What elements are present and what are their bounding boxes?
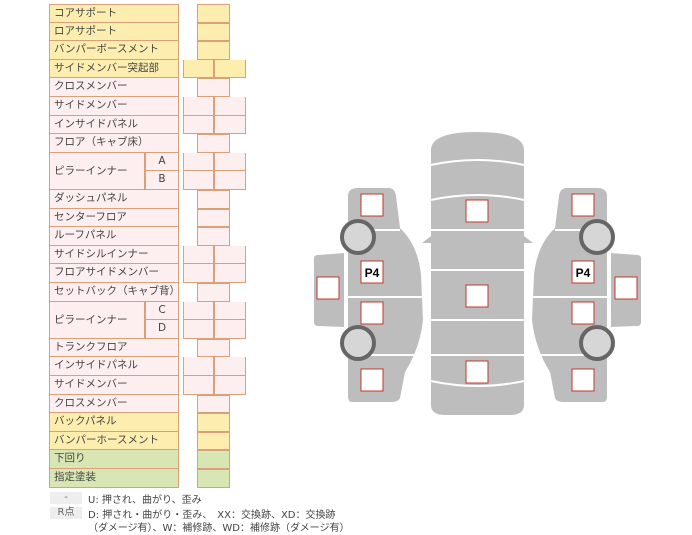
row-label: トランクフロア (49, 338, 179, 358)
row-sublabel: B (145, 171, 179, 190)
check-cell[interactable] (197, 41, 230, 60)
damage-marker-box[interactable] (360, 260, 384, 284)
wheel-icon (579, 325, 615, 361)
legend-text-1: U: 押され、曲がり、歪み (88, 495, 202, 506)
check-cell[interactable] (183, 264, 214, 283)
row-label: セットバック（キャブ背） (49, 283, 180, 302)
check-cell[interactable] (183, 357, 214, 376)
damage-marker-box[interactable] (360, 301, 384, 325)
damage-marker-box[interactable] (316, 276, 340, 300)
check-cell[interactable] (214, 115, 246, 135)
wheel-icon (340, 325, 376, 361)
legend-key-dash: - (50, 492, 82, 504)
check-cell[interactable] (197, 22, 230, 42)
check-cell[interactable] (197, 227, 230, 246)
row-label: ピラーインナー (49, 301, 145, 339)
check-cell[interactable] (214, 97, 246, 116)
check-cell[interactable] (214, 376, 246, 395)
row-label: サイドメンバー突起部 (49, 59, 179, 79)
row-label: クロスメンバー (49, 394, 179, 414)
check-cell[interactable] (214, 320, 246, 339)
check-cell[interactable] (183, 171, 214, 190)
row-label: 指定塗装 (49, 469, 179, 488)
check-cell[interactable] (197, 78, 230, 97)
damage-marker-box[interactable] (360, 193, 384, 217)
row-label: サイドシルインナー (49, 245, 179, 265)
car-top-view (422, 132, 533, 415)
check-cell[interactable] (214, 59, 246, 79)
row-label: バックパネル (49, 413, 179, 432)
check-cell[interactable] (183, 376, 214, 395)
damage-marker-box[interactable] (571, 368, 595, 392)
right-p4-marker: P4 (576, 266, 591, 280)
row-label: インサイドパネル (49, 115, 179, 135)
row-label: インサイドパネル (49, 357, 179, 376)
check-cell[interactable] (197, 4, 230, 23)
row-label: ピラーインナー (49, 152, 145, 190)
row-label: バンパーボースメント (49, 41, 179, 60)
check-cell[interactable] (214, 171, 246, 190)
row-label: ルーフパネル (49, 227, 179, 246)
row-label: フロアサイドメンバー (49, 264, 179, 283)
damage-marker-box[interactable] (465, 199, 489, 223)
row-sublabel: C (145, 301, 179, 321)
check-cell[interactable] (183, 152, 214, 172)
check-cell[interactable] (214, 301, 246, 321)
damage-marker-box[interactable] (465, 284, 489, 308)
legend-text-3: （ダメージ有）、W：補修跡、WD：補修跡（ダメージ有） (88, 523, 350, 534)
check-cell[interactable] (183, 97, 214, 116)
check-cell[interactable] (214, 152, 246, 172)
check-cell[interactable] (183, 115, 214, 135)
damage-marker-box[interactable] (465, 360, 489, 384)
wheels (340, 219, 615, 361)
check-cell[interactable] (183, 301, 214, 321)
check-cell[interactable] (214, 357, 246, 376)
row-label: サイドメンバー (49, 376, 179, 395)
damage-marker-box[interactable] (360, 368, 384, 392)
row-label: コアサポート (49, 4, 179, 23)
damage-marker-box[interactable] (614, 276, 638, 300)
check-cell[interactable] (197, 190, 230, 209)
row-label: サイドメンバー (49, 97, 179, 116)
check-cell[interactable] (197, 283, 230, 302)
check-cell[interactable] (214, 245, 246, 265)
check-cell[interactable] (197, 469, 230, 488)
row-sublabel: D (145, 320, 179, 339)
check-cell[interactable] (197, 431, 230, 451)
row-label: フロア（キャブ床） (49, 134, 179, 153)
check-cell[interactable] (183, 245, 214, 265)
check-cell[interactable] (197, 338, 230, 358)
check-cell[interactable] (197, 394, 230, 414)
row-label: 下回り (49, 450, 179, 469)
check-cell[interactable] (197, 450, 230, 469)
damage-marker-box[interactable] (571, 260, 595, 284)
damage-marker-box[interactable] (571, 193, 595, 217)
left-p4-marker: P4 (365, 266, 380, 280)
row-label: センターフロア (49, 208, 179, 228)
check-cell[interactable] (197, 413, 230, 432)
legend-key-r: R点 (50, 507, 82, 519)
wheel-icon (340, 219, 376, 255)
legend-text-2: D: 押され・曲がり・歪み、 XX：交換跡、XD：交換跡 (88, 510, 336, 521)
row-label: ダッシュパネル (49, 190, 179, 209)
check-cell[interactable] (183, 59, 214, 79)
check-cell[interactable] (197, 208, 230, 228)
check-cell[interactable] (214, 264, 246, 283)
row-label: バンパーホースメント (49, 431, 179, 451)
damage-marker-box[interactable] (571, 301, 595, 325)
row-sublabel: A (145, 152, 179, 172)
row-label: クロスメンバー (49, 78, 179, 97)
row-label: ロアサポート (49, 22, 179, 42)
wheel-icon (579, 219, 615, 255)
check-cell[interactable] (183, 320, 214, 339)
check-cell[interactable] (197, 134, 230, 153)
